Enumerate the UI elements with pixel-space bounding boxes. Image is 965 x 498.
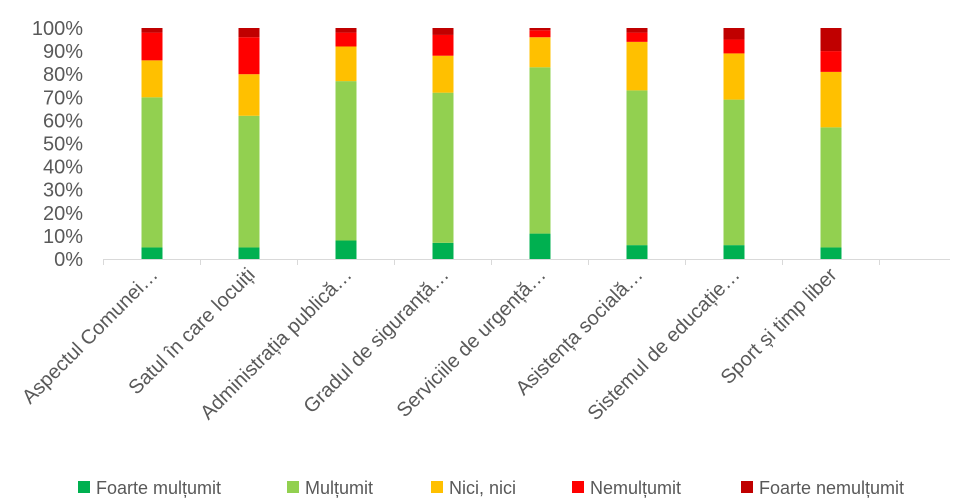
bar-asistenta-sociala-foarte-nemultumit	[626, 28, 648, 33]
legend-marker-nemultumit	[572, 481, 584, 493]
bar-sport-si-timp-liber-foarte-multumit	[820, 247, 842, 259]
bar-sport-si-timp-liber-multumit	[820, 127, 842, 248]
bar-satul-in-care-locuiti-foarte-multumit	[238, 247, 260, 259]
bar-sport-si-timp-liber-nici-nici	[820, 71, 842, 128]
bar-satul-in-care-locuiti-foarte-nemultumit	[238, 28, 260, 38]
y-tick-label-30: 30%	[43, 180, 83, 202]
y-tick-label-80: 80%	[43, 64, 83, 86]
legend-label-foarte-multumit: Foarte mulțumit	[96, 478, 221, 498]
legend-marker-multumit	[287, 481, 299, 493]
y-tick-label-20: 20%	[43, 203, 83, 225]
bar-sport-si-timp-liber-foarte-nemultumit	[820, 28, 842, 52]
y-tick-label-50: 50%	[43, 134, 83, 156]
bar-gradul-de-siguranta-nemultumit	[432, 34, 454, 56]
bar-aspectul-comunei-nemultumit	[141, 32, 163, 61]
bar-aspectul-comunei-nici-nici	[141, 60, 163, 98]
y-tick-label-90: 90%	[43, 41, 83, 63]
legend-item-nemultumit: Nemulțumit	[572, 478, 681, 498]
bar-sistemul-de-educatie-multumit	[723, 99, 745, 246]
bar-asistenta-sociala-foarte-multumit	[626, 245, 648, 259]
bar-serviciile-de-urgenta-nici-nici	[529, 37, 551, 68]
x-axis	[103, 259, 950, 265]
bar-asistenta-sociala-nici-nici	[626, 41, 648, 91]
bar-gradul-de-siguranta-nici-nici	[432, 55, 454, 93]
y-tick-label-60: 60%	[43, 110, 83, 132]
bar-satul-in-care-locuiti-multumit	[238, 115, 260, 248]
bar-administratia-publica-multumit	[335, 81, 357, 241]
y-tick-label-70: 70%	[43, 87, 83, 109]
legend-item-nici-nici: Nici, nici	[431, 478, 516, 498]
y-tick-label-0: 0%	[54, 249, 83, 271]
bar-sistemul-de-educatie-nici-nici	[723, 53, 745, 100]
legend-item-foarte-nemultumit: Foarte nemulțumit	[741, 478, 904, 498]
legend-item-foarte-multumit: Foarte mulțumit	[78, 478, 221, 498]
legend-label-nemultumit: Nemulțumit	[590, 478, 681, 498]
bar-aspectul-comunei-foarte-multumit	[141, 247, 163, 259]
legend-marker-foarte-nemultumit	[741, 481, 753, 493]
y-tick-label-10: 10%	[43, 226, 83, 248]
bar-gradul-de-siguranta-foarte-multumit	[432, 242, 454, 259]
legend-label-multumit: Mulțumit	[305, 478, 373, 498]
y-tick-label-100: 100%	[32, 18, 83, 40]
bar-administratia-publica-foarte-multumit	[335, 240, 357, 259]
bar-asistenta-sociala-multumit	[626, 90, 648, 246]
bars	[141, 28, 842, 259]
bar-satul-in-care-locuiti-nemultumit	[238, 37, 260, 75]
bar-sistemul-de-educatie-nemultumit	[723, 39, 745, 54]
bar-gradul-de-siguranta-multumit	[432, 92, 454, 243]
bar-aspectul-comunei-foarte-nemultumit	[141, 28, 163, 33]
legend: Foarte mulțumit Mulțumit Nici, nici Nemulțu…	[78, 478, 904, 498]
y-tick-label-40: 40%	[43, 157, 83, 179]
x-axis-category-labels: Aspectul Comunei…Satul în care locuițiAd…	[18, 264, 842, 425]
bar-administratia-publica-nemultumit	[335, 32, 357, 47]
bar-sport-si-timp-liber-nemultumit	[820, 51, 842, 72]
legend-marker-foarte-multumit	[78, 481, 90, 493]
bar-sistemul-de-educatie-foarte-nemultumit	[723, 28, 745, 40]
bar-serviciile-de-urgenta-foarte-multumit	[529, 233, 551, 259]
bar-asistenta-sociala-nemultumit	[626, 32, 648, 42]
legend-marker-nici-nici	[431, 481, 443, 493]
bar-aspectul-comunei-multumit	[141, 97, 163, 248]
bar-serviciile-de-urgenta-multumit	[529, 67, 551, 234]
bar-sistemul-de-educatie-foarte-multumit	[723, 245, 745, 259]
y-axis-tick-labels: 0%10%20%30%40%50%60%70%80%90%100%	[32, 18, 83, 271]
bar-serviciile-de-urgenta-foarte-nemultumit	[529, 28, 551, 31]
legend-item-multumit: Mulțumit	[287, 478, 373, 498]
bar-administratia-publica-foarte-nemultumit	[335, 28, 357, 33]
legend-label-foarte-nemultumit: Foarte nemulțumit	[759, 478, 904, 498]
bar-administratia-publica-nici-nici	[335, 46, 357, 82]
bar-satul-in-care-locuiti-nici-nici	[238, 74, 260, 116]
bar-serviciile-de-urgenta-nemultumit	[529, 30, 551, 38]
legend-label-nici-nici: Nici, nici	[449, 478, 516, 498]
bar-gradul-de-siguranta-foarte-nemultumit	[432, 28, 454, 35]
